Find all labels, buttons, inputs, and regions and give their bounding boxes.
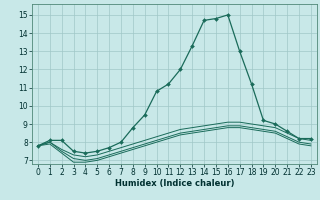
X-axis label: Humidex (Indice chaleur): Humidex (Indice chaleur) [115,179,234,188]
